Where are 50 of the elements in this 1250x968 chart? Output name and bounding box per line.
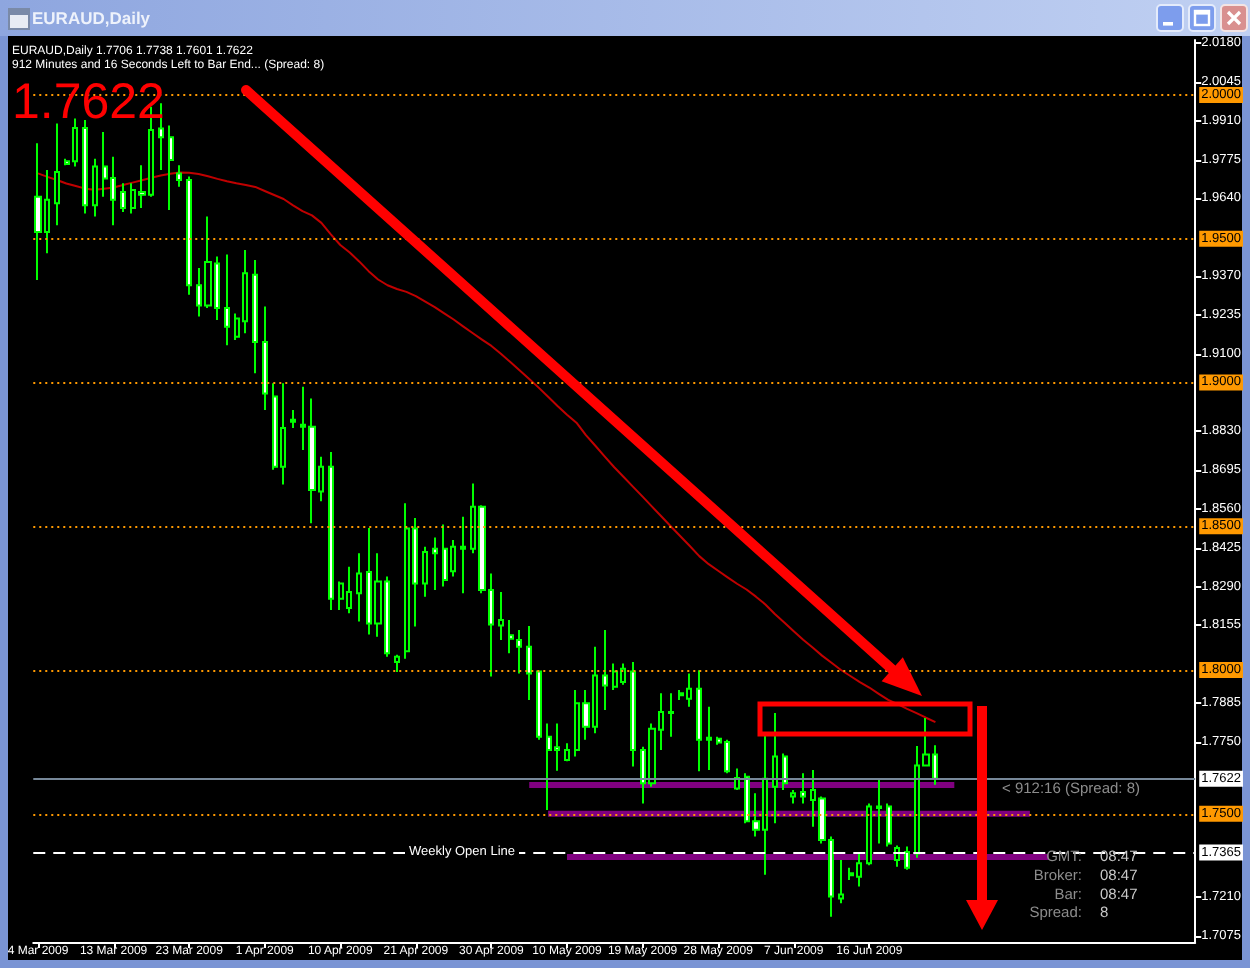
candlestick <box>186 175 192 296</box>
candlestick <box>838 859 844 905</box>
candlestick <box>92 157 98 218</box>
candlestick <box>782 752 788 791</box>
candlestick <box>526 625 532 701</box>
candlestick <box>404 502 410 660</box>
candlestick <box>620 662 626 686</box>
candlestick <box>886 802 892 848</box>
annotation: 1.7622 <box>12 74 165 130</box>
candlestick <box>262 305 268 412</box>
candlestick <box>686 672 692 708</box>
candlestick <box>242 248 248 335</box>
candlestick <box>432 536 438 592</box>
candlestick <box>328 451 334 611</box>
candlestick <box>460 515 466 595</box>
candlestick <box>536 669 542 741</box>
candlestick <box>772 712 778 825</box>
candlestick <box>866 802 872 867</box>
candlestick <box>252 258 258 375</box>
candlestick <box>564 742 570 763</box>
candlestick <box>394 653 400 673</box>
candlestick <box>34 142 42 282</box>
candlestick <box>120 182 126 213</box>
chart-title: EURAUD,Daily <box>32 8 151 28</box>
candlestick <box>706 705 712 772</box>
candlestick <box>224 253 230 347</box>
candlestick <box>168 124 174 211</box>
candlestick <box>82 118 88 215</box>
candlestick <box>612 662 618 692</box>
candlestick <box>724 738 730 775</box>
candlestick <box>602 629 608 711</box>
candlestick <box>696 669 702 773</box>
candlestick <box>422 545 428 598</box>
candlestick <box>668 692 674 738</box>
candlestick <box>856 852 862 888</box>
candlestick <box>876 778 882 845</box>
line-series <box>37 171 937 724</box>
candlestick <box>790 788 796 805</box>
candlestick <box>346 565 352 615</box>
candlestick <box>356 552 362 623</box>
candlestick <box>280 382 286 486</box>
candlestick <box>290 409 296 429</box>
candlestick <box>72 117 78 168</box>
candlestick <box>498 591 504 642</box>
candlestick <box>800 772 806 805</box>
candlestick <box>176 164 182 188</box>
candlestick <box>630 660 636 768</box>
candlestick <box>442 523 448 588</box>
candlestick <box>546 722 552 812</box>
candlestick <box>54 122 60 227</box>
